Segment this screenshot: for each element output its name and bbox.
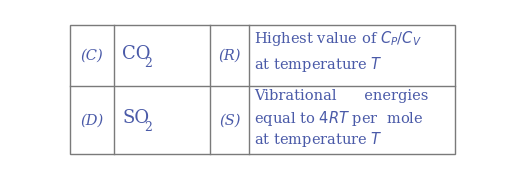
Text: (C): (C) — [81, 49, 103, 63]
Text: at temperature $T$: at temperature $T$ — [253, 55, 382, 74]
Text: equal to $4RT$ per  mole: equal to $4RT$ per mole — [253, 109, 423, 128]
Text: (D): (D) — [80, 113, 104, 127]
Text: 2: 2 — [144, 57, 152, 70]
Text: Highest value of $C_P$/$C_V$: Highest value of $C_P$/$C_V$ — [253, 29, 421, 48]
Text: at temperature $T$: at temperature $T$ — [253, 130, 382, 150]
Text: (R): (R) — [219, 49, 241, 63]
Text: 2: 2 — [144, 121, 152, 134]
Text: SO: SO — [122, 109, 150, 127]
Text: CO: CO — [122, 45, 151, 63]
Text: Vibrational      energies: Vibrational energies — [253, 89, 428, 103]
Text: (S): (S) — [219, 113, 241, 127]
